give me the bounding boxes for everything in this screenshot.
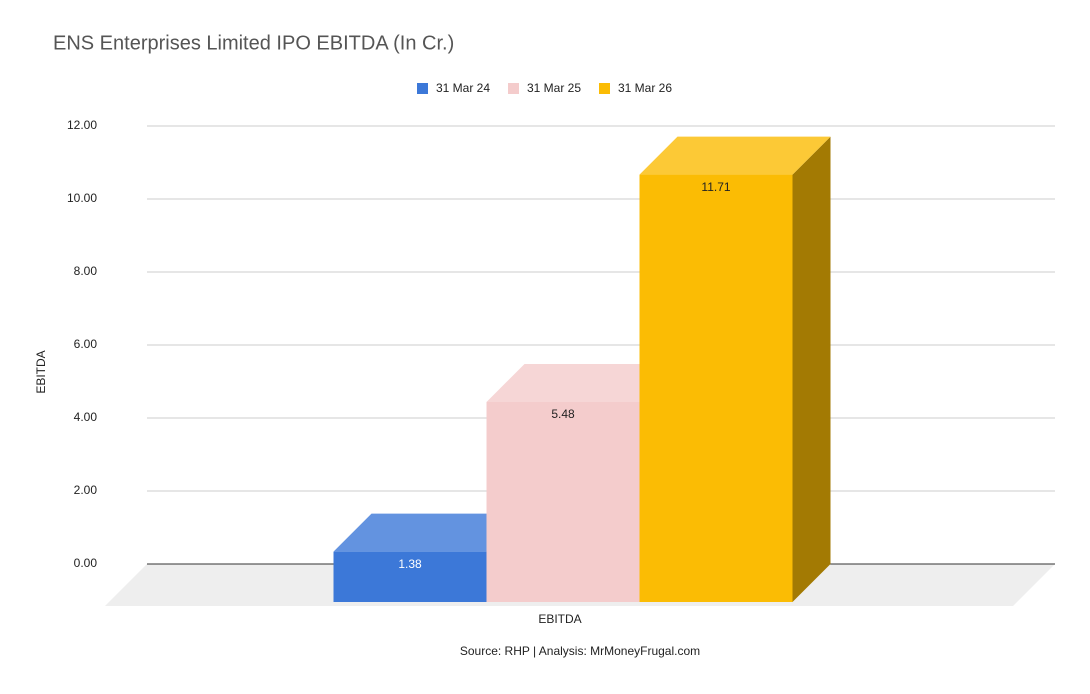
legend-label: 31 Mar 24 xyxy=(436,81,490,95)
bar xyxy=(333,551,487,602)
y-tick-label: 0.00 xyxy=(74,556,98,570)
y-tick-label: 10.00 xyxy=(67,191,97,205)
bar xyxy=(639,174,793,602)
bar-top xyxy=(333,513,525,552)
bar-top xyxy=(486,363,678,402)
y-tick-label: 2.00 xyxy=(74,483,98,497)
data-label: 1.38 xyxy=(398,557,422,571)
y-tick-label: 6.00 xyxy=(74,337,98,351)
legend-label: 31 Mar 26 xyxy=(618,81,672,95)
y-axis-label: EBITDA xyxy=(34,350,48,393)
bar-top xyxy=(639,136,831,175)
source-note: Source: RHP | Analysis: MrMoneyFrugal.co… xyxy=(460,644,700,658)
legend-swatch xyxy=(417,83,428,94)
x-axis-label: EBITDA xyxy=(538,612,581,626)
legend-label: 31 Mar 25 xyxy=(527,81,581,95)
bar-side xyxy=(792,136,831,602)
y-tick-label: 12.00 xyxy=(67,118,97,132)
legend-swatch xyxy=(599,83,610,94)
y-tick-label: 8.00 xyxy=(74,264,98,278)
y-tick-label: 4.00 xyxy=(74,410,98,424)
bar xyxy=(486,401,640,602)
legend-swatch xyxy=(508,83,519,94)
data-label: 11.71 xyxy=(701,180,730,194)
data-label: 5.48 xyxy=(551,407,575,421)
chart-title: ENS Enterprises Limited IPO EBITDA (In C… xyxy=(53,32,454,54)
